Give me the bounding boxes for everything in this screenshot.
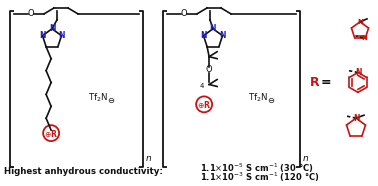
Text: n: n <box>146 154 152 163</box>
Text: n: n <box>303 154 309 163</box>
Text: N: N <box>210 24 216 33</box>
Text: O: O <box>181 9 187 18</box>
Text: R: R <box>310 76 320 89</box>
Text: N: N <box>200 31 207 40</box>
Text: $\oplus$R: $\oplus$R <box>197 99 211 110</box>
Text: $\oplus$R: $\oplus$R <box>44 128 58 139</box>
Text: N: N <box>357 19 363 25</box>
Text: N: N <box>353 114 359 123</box>
Text: =: = <box>321 76 331 89</box>
Text: N: N <box>361 35 367 41</box>
Text: N: N <box>39 31 46 40</box>
Text: N: N <box>219 31 226 40</box>
Text: $\ominus$: $\ominus$ <box>107 96 115 105</box>
Text: 1.1$\times$10$^{-5}$ S cm$^{-1}$ (30 °C): 1.1$\times$10$^{-5}$ S cm$^{-1}$ (30 °C) <box>200 161 314 174</box>
Text: O: O <box>28 9 34 18</box>
Text: 1.1$\times$10$^{-3}$ S cm$^{-1}$ (120 °C): 1.1$\times$10$^{-3}$ S cm$^{-1}$ (120 °C… <box>200 171 320 185</box>
Text: N: N <box>355 68 361 77</box>
Text: O: O <box>206 65 212 74</box>
Text: N: N <box>49 24 55 33</box>
Text: Tf$_2$N: Tf$_2$N <box>248 91 268 104</box>
Text: Tf$_2$N: Tf$_2$N <box>88 91 108 104</box>
Text: 4: 4 <box>200 84 204 89</box>
Text: $\ominus$: $\ominus$ <box>267 96 275 105</box>
Text: N: N <box>58 31 65 40</box>
Text: Highest anhydrous conductivity:: Highest anhydrous conductivity: <box>4 167 163 176</box>
